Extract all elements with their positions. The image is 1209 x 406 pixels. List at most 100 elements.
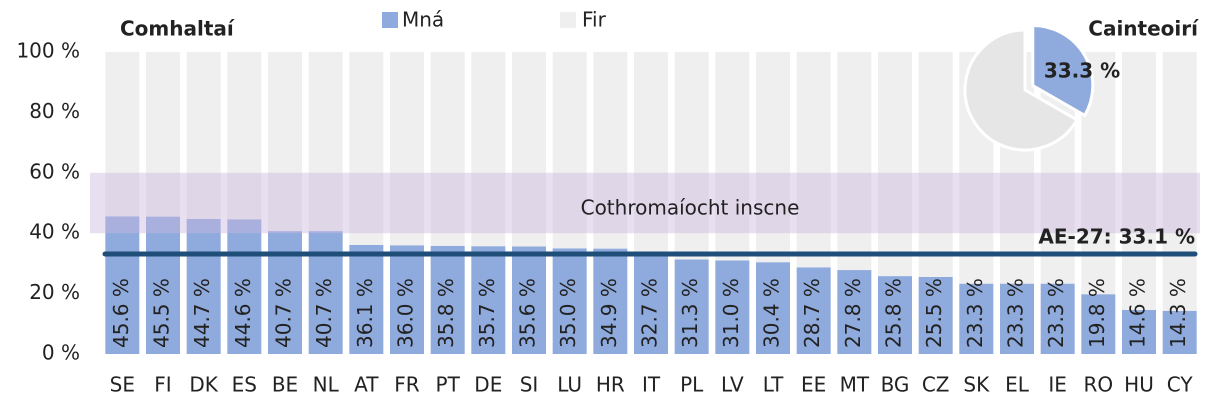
value-label: 35.8 % (434, 278, 458, 348)
x-tick-label: DK (189, 373, 218, 397)
bar-segment (471, 52, 506, 247)
pie-slice (1031, 23, 1095, 118)
bar-segment (512, 52, 546, 247)
value-label: 14.6 % (1126, 278, 1150, 348)
bar-segment (1122, 52, 1156, 310)
value-label: 44.6 % (231, 278, 255, 348)
legend-swatch (560, 12, 576, 28)
pie-slice (963, 28, 1080, 152)
bar-segment (471, 246, 506, 354)
x-tick-label: RO (1084, 373, 1114, 397)
x-tick-label: LV (721, 373, 744, 397)
bar-segment (349, 244, 384, 354)
bar-segment (552, 248, 587, 354)
bar-segment (1162, 52, 1197, 311)
bar-segment (227, 52, 262, 220)
value-label: 14.3 % (1166, 278, 1190, 348)
bar-segment (634, 52, 668, 256)
value-label: 35.7 % (475, 278, 499, 348)
legend-label: Fir (582, 8, 607, 32)
y-tick-label: 40 % (29, 220, 80, 244)
bar-segment (552, 52, 587, 249)
bar-segment (674, 52, 709, 260)
x-tick-label: CY (1167, 373, 1194, 397)
x-tick-label: IT (642, 373, 661, 397)
reference-label: AE-27: 33.1 % (1038, 225, 1195, 249)
x-tick-label: FI (154, 373, 171, 397)
pie-value-label: 33.3 % (1044, 59, 1120, 83)
bar-segment (593, 52, 628, 249)
x-tick-label: EE (801, 373, 826, 397)
y-tick-label: 80 % (29, 99, 80, 123)
y-tick-label: 60 % (29, 159, 80, 183)
bar-segment (593, 248, 628, 354)
x-tick-label: AT (354, 373, 379, 397)
value-label: 28.7 % (800, 278, 824, 348)
bar-segment (186, 52, 221, 220)
value-label: 40.7 % (312, 278, 336, 348)
value-label: 23.3 % (963, 278, 987, 348)
bar-segment (308, 52, 343, 232)
x-tick-label: BG (881, 373, 910, 397)
x-tick-label: DE (474, 373, 502, 397)
value-label: 31.0 % (719, 278, 743, 348)
x-tick-label: LT (763, 373, 784, 397)
bar-segment (390, 245, 424, 354)
bar-segment (268, 52, 302, 232)
x-tick-label: HU (1124, 373, 1154, 397)
x-tick-label: LU (557, 373, 582, 397)
value-label: 34.9 % (597, 278, 621, 348)
x-tick-label: IE (1048, 373, 1067, 397)
value-label: 25.5 % (922, 278, 946, 348)
value-label: 45.5 % (150, 278, 174, 348)
bar-segment (756, 52, 790, 263)
bar-segment (796, 52, 831, 268)
bar-segment (674, 259, 709, 354)
y-tick-label: 0 % (42, 341, 80, 365)
value-label: 31.3 % (678, 278, 702, 348)
bar-segment (918, 276, 953, 354)
value-label: 23.3 % (1004, 278, 1028, 348)
value-label: 35.0 % (556, 278, 580, 348)
value-label: 35.6 % (516, 278, 540, 348)
band (90, 172, 1200, 234)
bar-segment (430, 245, 465, 354)
x-tick-label: SK (963, 373, 990, 397)
bar-segment (959, 283, 994, 354)
bar-segment (1040, 283, 1075, 354)
x-tick-label: ES (232, 373, 257, 397)
value-label: 45.6 % (109, 278, 133, 348)
value-label: 36.1 % (353, 278, 377, 348)
value-label: 40.7 % (272, 278, 296, 348)
bar-segment (105, 216, 140, 354)
bar-segment (1000, 283, 1034, 354)
x-tick-label: SI (520, 373, 539, 397)
bar-segment (837, 52, 872, 271)
bar-segment (1122, 309, 1156, 354)
bar-segment (715, 260, 750, 354)
x-tick-label: NL (313, 373, 340, 397)
bar-segment (918, 52, 953, 277)
x-tick-label: EL (1005, 373, 1030, 397)
x-tick-label: HR (596, 373, 625, 397)
bar-segment (146, 216, 180, 354)
bar-segment (349, 52, 384, 245)
x-tick-label: BE (272, 373, 298, 397)
y-tick-label: 100 % (16, 39, 80, 63)
value-label: 44.7 % (190, 278, 214, 348)
value-label: 19.8 % (1085, 278, 1109, 348)
value-label: 27.8 % (841, 278, 865, 348)
bar-segment (430, 52, 465, 246)
x-tick-label: MT (840, 373, 870, 397)
bar-segment (837, 270, 872, 354)
bar-segment (512, 246, 546, 354)
bar-segment (878, 276, 912, 354)
bar-segment (796, 267, 831, 354)
bar-segment (1162, 310, 1197, 354)
value-label: 36.0 % (394, 278, 418, 348)
value-label: 30.4 % (760, 278, 784, 348)
bar-segment (878, 52, 912, 277)
bar-segment (715, 52, 750, 261)
bar-segment (756, 262, 790, 354)
